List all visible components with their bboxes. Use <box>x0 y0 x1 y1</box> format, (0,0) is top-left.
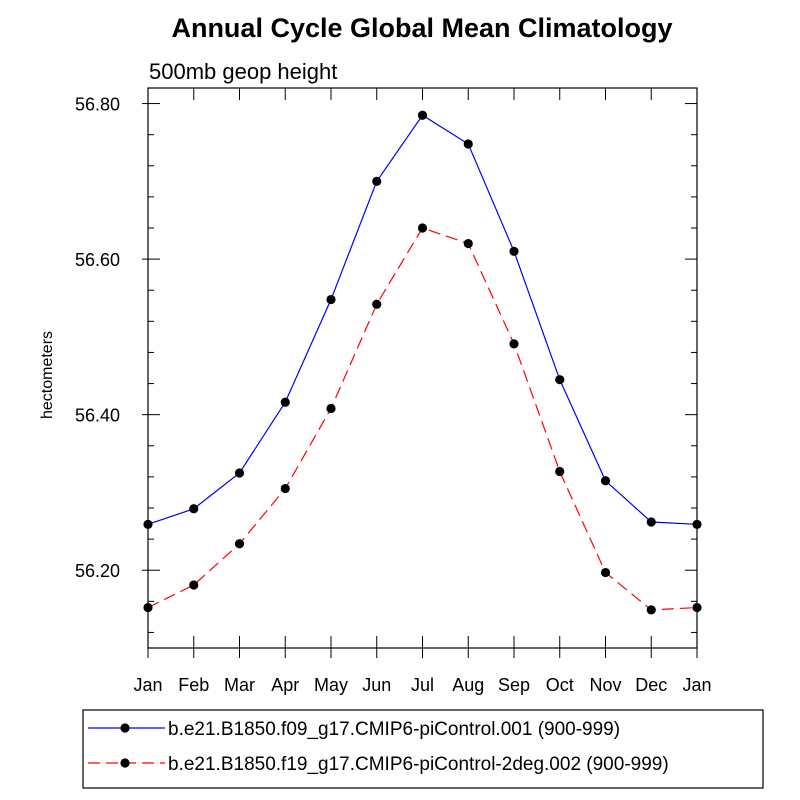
legend-box <box>82 709 764 789</box>
series-1-point <box>417 110 428 120</box>
series-1-point <box>234 468 245 478</box>
series-2-point <box>280 483 290 494</box>
series-1-point <box>189 504 199 514</box>
y-tick-label: 56.20 <box>75 561 120 581</box>
x-tick-label: Oct <box>546 675 574 695</box>
chart-subtitle: 500mb geop height <box>149 59 337 84</box>
series-2-point <box>509 339 519 349</box>
x-tick-label: Mar <box>224 675 255 695</box>
y-axis-label: hectometers <box>39 331 56 419</box>
chart-title: Annual Cycle Global Mean Climatology <box>171 13 672 43</box>
legend: b.e21.B1850.f09_g17.CMIP6-piControl.001 … <box>82 709 764 789</box>
x-tick-label: May <box>314 675 348 695</box>
x-tick-label: Aug <box>452 675 484 695</box>
x-tick-label: Nov <box>589 675 621 695</box>
x-tick-label: Sep <box>498 675 530 695</box>
series-1-point <box>280 397 290 407</box>
legend-items: b.e21.B1850.f09_g17.CMIP6-piControl.001 … <box>88 719 669 775</box>
plot-frame <box>147 87 698 649</box>
series-2-point <box>646 605 656 615</box>
series-2-point <box>555 466 565 477</box>
series-1-point <box>143 519 153 529</box>
y-tick-label: 56.60 <box>75 250 120 270</box>
series-1-point <box>509 246 519 256</box>
series-1-point <box>692 519 702 529</box>
x-tick-label: Jan <box>682 675 711 695</box>
y-tick-label: 56.40 <box>75 406 120 426</box>
series-2-point <box>372 299 382 309</box>
series-1-point <box>600 476 611 486</box>
series-2-point <box>417 223 428 233</box>
legend-marker-2 <box>120 758 130 768</box>
series-1-point <box>372 176 382 186</box>
x-tick-label: Apr <box>271 675 299 695</box>
x-tick-label: Jul <box>411 675 434 695</box>
series-2-point <box>189 580 199 590</box>
series-2-point <box>600 567 611 578</box>
series-2-point <box>463 238 473 249</box>
series-2-point <box>143 602 153 613</box>
series-2-point <box>234 539 245 549</box>
x-tick-label: Feb <box>178 675 209 695</box>
legend-label-1: b.e21.B1850.f09_g17.CMIP6-piControl.001 … <box>168 719 620 740</box>
x-tick-label: Jun <box>362 675 391 695</box>
legend-marker-1 <box>120 723 130 733</box>
y-tick-label: 56.80 <box>75 95 120 115</box>
x-tick-label: Jan <box>133 675 162 695</box>
series-1-point <box>555 375 565 385</box>
series-1-point <box>463 139 473 149</box>
legend-label-2: b.e21.B1850.f19_g17.CMIP6-piControl-2deg… <box>168 754 669 775</box>
x-tick-label: Dec <box>635 675 667 695</box>
series-2-point <box>326 403 336 414</box>
series-1-point <box>646 517 656 527</box>
series-line-2 <box>147 227 698 611</box>
series-2-point <box>692 602 702 613</box>
series-line-1 <box>147 114 698 525</box>
plot-area: 56.20 56.40 56.60 56.80 Jan Feb Mar Apr May Jun Ju… <box>75 87 712 695</box>
series-1-point <box>326 294 336 305</box>
